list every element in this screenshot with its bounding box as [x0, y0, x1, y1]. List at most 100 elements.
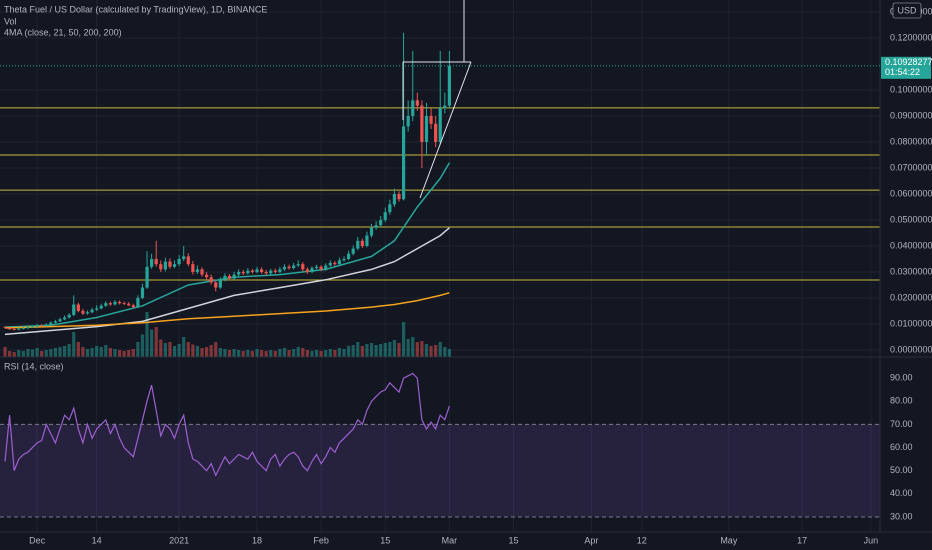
rsi-band: [0, 424, 880, 517]
y-tick-label: 80.00: [890, 396, 913, 406]
candle-body: [310, 268, 314, 272]
ma-label: 4MA (close, 21, 50, 200, 200): [4, 27, 122, 37]
candle-body: [365, 235, 369, 246]
candle-body: [117, 301, 122, 304]
volume-bar: [21, 351, 25, 357]
candle-body: [333, 262, 337, 265]
volume-bar: [12, 352, 16, 357]
candle-body: [131, 305, 135, 308]
volume-bar: [26, 349, 30, 357]
volume-bar: [195, 346, 200, 357]
volume-bar: [17, 350, 21, 357]
candle-body: [324, 265, 328, 270]
volume-bar: [131, 349, 135, 357]
candle-body: [227, 275, 232, 279]
candle-body: [136, 297, 140, 308]
candle-body: [278, 269, 282, 272]
volume-bar: [424, 344, 429, 357]
candle-body: [140, 287, 145, 298]
candle-body: [154, 258, 158, 265]
x-tick-label: Feb: [313, 535, 329, 545]
x-tick-label: 2021: [169, 535, 189, 545]
candle-body: [53, 321, 58, 323]
volume-bar: [30, 349, 35, 357]
volume-bar: [347, 346, 351, 357]
candle-body: [58, 319, 62, 322]
x-tick-label: 14: [92, 535, 102, 545]
candle-body: [250, 270, 255, 272]
candle-body: [218, 279, 222, 288]
volume-bar: [53, 348, 58, 357]
volume-bar: [287, 350, 291, 357]
volume-bar: [90, 348, 94, 357]
candle-body: [232, 274, 236, 279]
rsi-line: [4, 372, 450, 477]
candle-body: [186, 256, 190, 265]
volume-bar: [259, 350, 264, 357]
candle-body: [301, 264, 305, 270]
candle-body: [26, 327, 30, 329]
volume-bar: [191, 344, 195, 357]
candle-body: [269, 270, 273, 274]
volume-bar: [113, 349, 117, 357]
volume-bar: [99, 347, 103, 357]
volume-bar: [172, 346, 177, 357]
y-tick-label: 90.00: [890, 373, 913, 383]
y-tick-label: 30.00: [890, 511, 913, 521]
volume-bar: [305, 350, 309, 357]
x-tick-label: 17: [797, 535, 807, 545]
volume-bar: [374, 345, 378, 357]
currency-badge[interactable]: [892, 2, 922, 19]
volume-bar: [319, 351, 323, 357]
candle-body: [360, 240, 364, 246]
volume-bar: [159, 339, 163, 357]
candle-body: [429, 115, 433, 124]
volume-bar: [342, 349, 346, 357]
candle-body: [168, 261, 172, 267]
volume-bar: [369, 343, 374, 357]
volume-bar: [406, 339, 410, 357]
candle-body: [214, 282, 218, 288]
x-tick-label: Mar: [442, 535, 458, 545]
candle-body: [337, 260, 342, 265]
volume-bar: [108, 348, 113, 357]
candle-body: [85, 312, 90, 314]
volume-bar: [186, 342, 190, 357]
candle-body: [62, 317, 67, 320]
candle-body: [434, 123, 438, 142]
candle-body: [150, 258, 154, 267]
volume-bar: [76, 342, 80, 357]
last-price-badge: [881, 56, 931, 79]
candle-body: [264, 271, 268, 274]
volume-bar: [443, 347, 447, 357]
volume-bar: [356, 342, 360, 357]
countdown: 01:54:22: [885, 67, 920, 77]
x-tick-label: 15: [509, 535, 519, 545]
volume-bar: [388, 342, 392, 357]
candle-body: [145, 266, 149, 288]
candle-body: [292, 265, 296, 269]
volume-bar: [292, 349, 296, 357]
volume-bar: [379, 344, 383, 357]
candle-body: [209, 277, 213, 283]
volume-bar: [58, 347, 62, 357]
candle-body: [246, 270, 250, 274]
x-tick-label: 15: [380, 535, 390, 545]
candle-body: [30, 326, 35, 328]
chart-title: Theta Fuel / US Dollar (calculated by Tr…: [4, 4, 267, 14]
volume-bar: [250, 351, 255, 357]
candle-body: [113, 301, 117, 305]
volume-bar: [145, 312, 149, 357]
volume-bar: [218, 348, 222, 357]
volume-bar: [95, 346, 99, 357]
candle-body: [374, 225, 378, 228]
candle-body: [397, 193, 401, 200]
volume-bar: [49, 349, 53, 357]
volume-bar: [150, 329, 154, 357]
currency: USD: [897, 5, 917, 15]
